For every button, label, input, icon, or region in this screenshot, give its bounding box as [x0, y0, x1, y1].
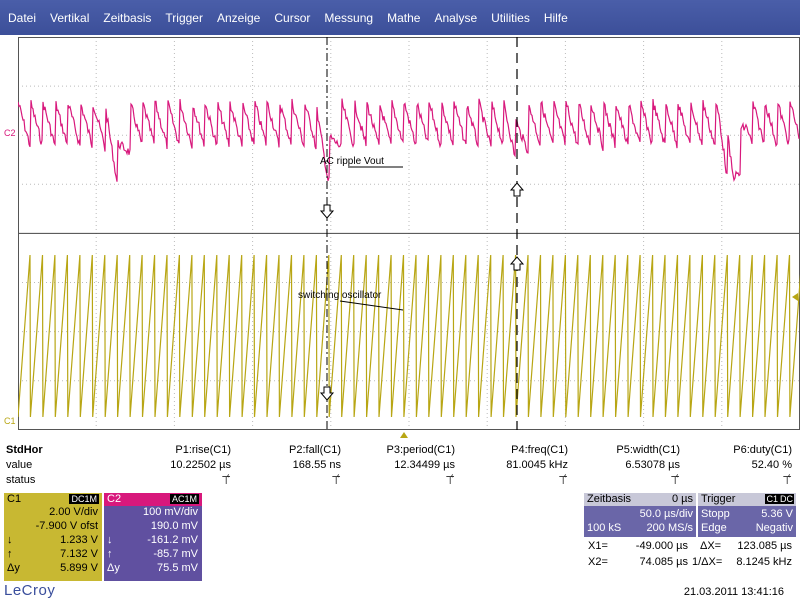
menu-bar: Datei Vertikal Zeitbasis Trigger Anzeige Curs…: [0, 0, 800, 35]
cursor-readout: X1= -49.000 µs ΔX= 123.085 µs X2= 74.085…: [584, 540, 800, 572]
measurement-status-p6: ⊤͑: [782, 475, 792, 487]
measurement-status-p4: ⊤͑: [558, 475, 568, 487]
timebase-samples: 100 kS: [587, 522, 622, 534]
menu-hilfe[interactable]: Hilfe: [543, 10, 568, 25]
measurement-value-p2: 168.55 ns: [292, 459, 341, 471]
measurement-status-p1: ⊤͑: [221, 475, 231, 487]
x2-label: X2=: [588, 556, 608, 568]
measurement-table[interactable]: StdHor P1:rise(C1) P2:fall(C1) P3:period(C…: [0, 444, 800, 490]
c1-marker: C1: [4, 416, 16, 426]
measurement-value-p3: 12.34499 µs: [394, 459, 455, 471]
measurement-name-p4: P4:freq(C1): [511, 444, 568, 456]
timebase-title: Zeitbasis: [587, 493, 632, 505]
c1-coupling: DC1M: [69, 494, 99, 504]
delta-y-label: Δy: [7, 562, 20, 574]
c1-vdiv: 2.00 V/div: [49, 506, 98, 518]
c2-marker: C2: [4, 128, 16, 138]
measurement-status-p2: ⊤͑: [331, 475, 341, 487]
c2-down-value: -161.2 mV: [147, 534, 198, 546]
measurement-status-row: status ⊤͑ ⊤͑ ⊤͑ ⊤͑ ⊤͑ ⊤͑: [0, 474, 800, 489]
trigger-level-marker[interactable]: [792, 293, 798, 301]
down-arrow-icon: ↓: [7, 534, 13, 546]
waveform-display: AC ripple Vout switching oscillator: [18, 37, 800, 430]
measurement-value-row: value 10.22502 µs 168.55 ns 12.34499 µs 81.…: [0, 459, 800, 474]
measurement-status-p5: ⊤͑: [670, 475, 680, 487]
trigger-position-marker[interactable]: [400, 432, 408, 438]
c2-channel-box[interactable]: C2 AC1M 100 mV/div 190.0 mV ↓ -161.2 mV ↑ -…: [104, 493, 202, 581]
c2-name: C2: [107, 493, 122, 505]
up-arrow-icon: ↑: [7, 548, 13, 560]
c1-dy-value: 5.899 V: [60, 562, 98, 574]
measurement-name-p6: P6:duty(C1): [733, 444, 792, 456]
menu-cursor[interactable]: Cursor: [274, 10, 311, 25]
measurement-name-p5: P5:width(C1): [616, 444, 680, 456]
status-row-label: status: [6, 474, 36, 486]
trigger-coupling: DC: [779, 494, 794, 504]
switching-annotation: switching oscillator: [298, 290, 382, 301]
dx-value: 123.085 µs: [737, 540, 792, 552]
x2-value: 74.085 µs: [639, 556, 688, 568]
lecroy-logo: LeCroy: [4, 582, 56, 599]
trigger-channel: C1: [765, 494, 779, 504]
c2-offset: 190.0 mV: [150, 520, 198, 532]
c2-trace: [18, 98, 800, 183]
c1-up-value: 7.132 V: [60, 548, 98, 560]
up-arrow-icon: ↑: [107, 548, 113, 560]
measurement-status-p3: ⊤͑: [445, 475, 455, 487]
trigger-title: Trigger: [701, 493, 736, 505]
measurement-name-p2: P2:fall(C1): [289, 444, 341, 456]
c1-trace: [18, 254, 800, 418]
inv-dx-label: 1/ΔX=: [692, 556, 723, 568]
measurement-value-p5: 6.53078 µs: [625, 459, 680, 471]
timebase-delay: 0 µs: [671, 493, 693, 505]
x1-label: X1=: [588, 540, 608, 552]
timebase-tdiv: 50.0 µs/div: [639, 508, 693, 520]
trigger-type: Edge: [701, 522, 727, 534]
menu-mathe[interactable]: Mathe: [387, 10, 421, 25]
cursor-arrow-down-icon: [319, 204, 335, 219]
measurement-header-row: StdHor P1:rise(C1) P2:fall(C1) P3:period(C…: [0, 444, 800, 459]
trigger-box[interactable]: Trigger C1 DC Stopp 5.36 V Edge Negativ: [698, 493, 796, 537]
x1-value: -49.000 µs: [635, 540, 688, 552]
c2-up-value: -85.7 mV: [153, 548, 198, 560]
measurement-name-p1: P1:rise(C1): [175, 444, 231, 456]
inv-dx-value: 8.1245 kHz: [736, 556, 792, 568]
c1-name: C1: [7, 493, 22, 505]
menu-datei[interactable]: Datei: [8, 10, 37, 25]
c1-down-value: 1.233 V: [60, 534, 98, 546]
dx-label: ΔX=: [700, 540, 722, 552]
measurement-value-p4: 81.0045 kHz: [506, 459, 568, 471]
cursor-arrow-down-icon: [319, 386, 335, 401]
menu-messung[interactable]: Messung: [324, 10, 374, 25]
waveform-grid[interactable]: AC ripple Vout switching oscillator: [18, 37, 800, 430]
value-row-label: value: [6, 459, 33, 471]
trigger-level: 5.36 V: [761, 508, 793, 520]
menu-utilities[interactable]: Utilities: [491, 10, 530, 25]
menu-zeitbasis[interactable]: Zeitbasis: [103, 10, 152, 25]
timebase-box[interactable]: Zeitbasis 0 µs 50.0 µs/div 100 kS 200 MS…: [584, 493, 696, 537]
measurement-value-p6: 52.40 %: [751, 459, 792, 471]
measurement-name-p3: P3:period(C1): [386, 444, 455, 456]
menu-analyse[interactable]: Analyse: [434, 10, 478, 25]
cursor-arrow-up-icon: [509, 182, 525, 197]
cursor-arrow-up-icon: [509, 256, 525, 271]
measurement-value-p1: 10.22502 µs: [170, 459, 231, 471]
trigger-slope: Negativ: [755, 522, 793, 534]
ac-ripple-annotation: AC ripple Vout: [320, 156, 384, 167]
trigger-mode: Stopp: [701, 508, 730, 520]
c2-coupling: AC1M: [169, 494, 199, 504]
c1-channel-box[interactable]: C1 DC1M 2.00 V/div -7.900 V ofst ↓ 1.233 V…: [4, 493, 102, 581]
c2-dy-value: 75.5 mV: [157, 562, 198, 574]
annotation-pointer: [339, 300, 404, 311]
menu-trigger[interactable]: Trigger: [165, 10, 203, 25]
timebase-rate: 200 MS/s: [646, 522, 693, 534]
menu-anzeige[interactable]: Anzeige: [216, 10, 261, 25]
menu-vertikal[interactable]: Vertikal: [50, 10, 90, 25]
delta-y-label: Δy: [107, 562, 120, 574]
datetime-stamp: 21.03.2011 13:41:16: [683, 586, 784, 598]
c1-offset: -7.900 V ofst: [35, 520, 98, 532]
measurement-mode-label: StdHor: [6, 444, 43, 456]
down-arrow-icon: ↓: [107, 534, 113, 546]
c2-vdiv: 100 mV/div: [142, 506, 198, 518]
